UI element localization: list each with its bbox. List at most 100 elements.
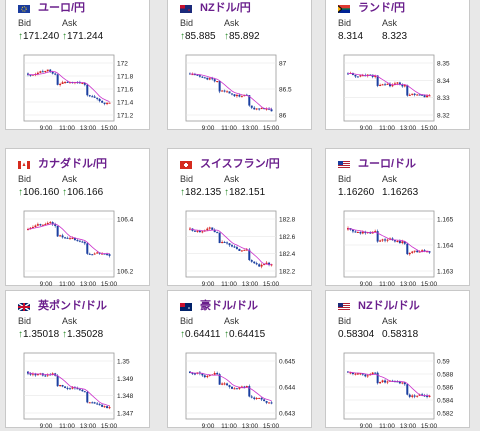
candlestick xyxy=(270,402,273,404)
currency-pair-panel[interactable]: 英ポンド/ドル Bid ↑1.35018 Ask ↑1.35028 1.35 1.349 1.… xyxy=(5,290,150,431)
pair-title[interactable]: 豪ドル/ドル xyxy=(180,297,258,313)
currency-pair-panel[interactable]: 豪ドル/ドル Bid ↑0.64411 Ask ↑0.64415 0.645 0.644 0.… xyxy=(167,290,312,431)
x-tick-label: 11:00 xyxy=(59,125,75,132)
x-tick-label: 15:00 xyxy=(263,423,280,430)
candlestick xyxy=(386,239,389,241)
candlestick xyxy=(235,94,238,97)
price-chart[interactable]: 87 86.5 86 9:00 11:00 13:00 15:00 xyxy=(178,51,303,133)
flag-icon xyxy=(338,302,350,312)
candlestick xyxy=(78,240,81,242)
currency-pair-panel[interactable]: スイスフラン/円 Bid ↑182.135 Ask ↑182.151 182.8 182.6… xyxy=(167,148,312,289)
y-tick-label: 86 xyxy=(279,113,287,120)
candlestick xyxy=(393,240,396,242)
candlestick xyxy=(364,231,367,234)
candlestick xyxy=(371,372,374,375)
candlestick xyxy=(356,76,359,78)
candlestick xyxy=(196,74,199,76)
candlestick xyxy=(218,374,221,385)
pair-title-text: ランド/円 xyxy=(358,2,406,14)
pair-title-text: ユーロ/円 xyxy=(38,2,86,14)
candlestick xyxy=(423,250,426,252)
pair-title[interactable]: NZドル/ドル xyxy=(338,297,420,313)
y-tick-label: 0.584 xyxy=(437,398,454,405)
price-chart[interactable]: 1.165 1.164 1.163 9:00 11:00 13:00 15:00 xyxy=(336,207,461,289)
candlestick xyxy=(216,372,219,375)
ask-label: Ask xyxy=(62,316,78,326)
ask-price: 8.323 xyxy=(382,31,408,42)
candlestick xyxy=(51,373,54,375)
candlestick xyxy=(421,250,424,252)
pair-title[interactable]: ユーロ/円 xyxy=(18,0,85,15)
candlestick xyxy=(406,384,409,395)
y-tick-label: 182.8 xyxy=(279,217,296,224)
candlestick xyxy=(268,402,271,404)
bid-label: Bid xyxy=(338,316,352,326)
up-arrow-icon: ↑ xyxy=(18,329,23,340)
price-chart[interactable]: 0.645 0.644 0.643 9:00 11:00 13:00 15:00 xyxy=(178,349,303,431)
candlestick xyxy=(403,382,406,385)
candlestick xyxy=(428,95,431,97)
candlestick xyxy=(88,253,91,255)
candlestick xyxy=(96,97,99,99)
candlestick xyxy=(396,240,399,242)
candlestick xyxy=(36,224,39,226)
candlestick xyxy=(206,228,209,231)
ask-value: ↑85.892 xyxy=(224,31,260,42)
pair-title[interactable]: カナダドル/円 xyxy=(18,155,107,171)
candlestick xyxy=(265,401,268,403)
y-tick-label: 86.5 xyxy=(279,87,292,94)
currency-pair-panel[interactable]: カナダドル/円 Bid ↑106.160 Ask ↑106.166 106.4 106.2 9… xyxy=(5,148,150,289)
candlestick xyxy=(91,254,94,256)
candlestick xyxy=(66,237,69,239)
candlestick xyxy=(39,71,42,73)
candlestick xyxy=(270,264,273,266)
currency-pair-panel[interactable]: NZドル/円 Bid ↑85.885 Ask ↑85.892 87 86.5 86 9:00 11… xyxy=(167,0,312,133)
candlestick xyxy=(351,372,354,374)
x-tick-label: 15:00 xyxy=(263,281,280,288)
flag-icon xyxy=(180,302,192,312)
ask-value: 0.58318 xyxy=(382,329,418,340)
currency-pair-panel[interactable]: NZドル/ドル Bid 0.58304 Ask 0.58318 0.59 0.588 0.58… xyxy=(325,290,470,431)
pair-title-text: カナダドル/円 xyxy=(38,158,108,170)
ask-label: Ask xyxy=(224,316,240,326)
pair-title[interactable]: スイスフラン/円 xyxy=(180,155,280,171)
pair-title[interactable]: 英ポンド/ドル xyxy=(17,297,107,313)
candlestick xyxy=(359,231,362,234)
pair-title[interactable]: ユーロ/ドル xyxy=(338,155,416,171)
y-tick-label: 171.6 xyxy=(117,87,134,94)
currency-pair-panel[interactable]: ユーロ/ドル Bid 1.16260 Ask 1.16263 1.165 1.164 1.16… xyxy=(325,148,470,289)
candlestick xyxy=(401,84,404,87)
candlestick xyxy=(356,231,359,233)
price-chart[interactable]: 182.8 182.6 182.4 182.2 9:00 11:00 13:00 15:00 xyxy=(178,207,303,289)
candlestick xyxy=(255,108,258,110)
price-chart[interactable]: 8.35 8.34 8.33 8.32 9:00 11:00 13:00 15:00 xyxy=(336,51,461,133)
candlestick xyxy=(258,264,261,267)
candlestick xyxy=(379,240,382,242)
price-chart[interactable]: 0.59 0.588 0.586 0.584 0.582 9:00 11:00 13:00 15… xyxy=(336,349,461,431)
x-tick-label: 11:00 xyxy=(59,423,75,430)
price-chart[interactable]: 1.35 1.349 1.348 1.347 9:00 11:00 13:00 15:00 xyxy=(16,349,141,431)
candlestick xyxy=(198,75,201,77)
plot-frame xyxy=(23,352,115,420)
candlestick xyxy=(31,227,34,229)
candlestick xyxy=(216,81,219,83)
y-tick-label: 1.163 xyxy=(437,269,454,276)
candlestick xyxy=(354,74,357,77)
y-tick-label: 8.35 xyxy=(437,61,450,68)
currency-pair-panel[interactable]: ユーロ/円 Bid ↑171.240 Ask ↑171.244 172 171.8 171.6… xyxy=(5,0,150,133)
pair-title-text: NZドル/ドル xyxy=(358,300,420,312)
candlestick xyxy=(213,372,216,375)
price-chart[interactable]: 172 171.8 171.6 171.4 171.2 9:00 11:00 13:00 15:… xyxy=(16,51,141,133)
bid-label: Bid xyxy=(338,174,352,184)
y-tick-label: 106.4 xyxy=(117,217,134,224)
bid-price: 182.135 xyxy=(185,187,222,198)
pair-title[interactable]: NZドル/円 xyxy=(180,0,251,15)
pair-title[interactable]: ランド/円 xyxy=(338,0,405,15)
candlestick xyxy=(93,96,96,98)
ask-price: 0.58318 xyxy=(382,329,419,340)
plot-frame xyxy=(343,352,435,420)
candlestick xyxy=(69,388,71,390)
ask-price: 1.16263 xyxy=(382,187,419,198)
price-chart[interactable]: 106.4 106.2 9:00 11:00 13:00 15:00 xyxy=(16,207,141,289)
currency-pair-panel[interactable]: ランド/円 Bid 8.314 Ask 8.323 8.35 8.34 8.33 8.32 9:0… xyxy=(325,0,470,133)
